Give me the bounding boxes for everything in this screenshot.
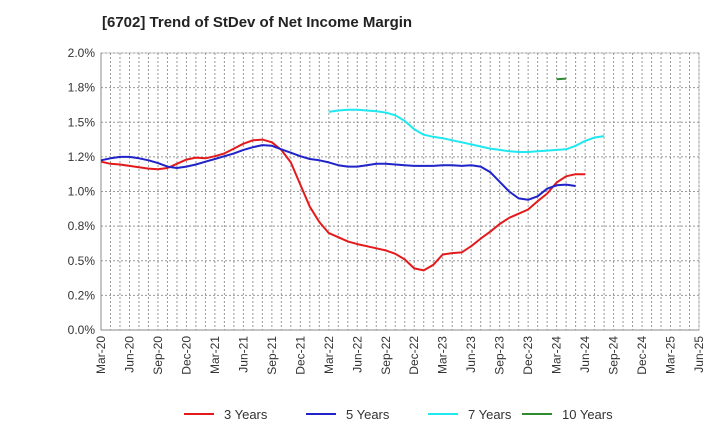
x-tick-label: Mar-22: [322, 336, 336, 374]
y-tick-label: 1.2%: [68, 150, 96, 164]
legend-label: 5 Years: [346, 407, 390, 422]
x-tick-label: Mar-21: [208, 336, 222, 374]
y-axis: 0.0% 0.2% 0.5% 0.8% 1.0% 1.2% 1.5% 1.8% 2.0%: [68, 46, 102, 337]
x-tick-label: Mar-23: [436, 336, 450, 374]
x-tick-label: Jun-23: [464, 336, 478, 373]
x-tick-label: Sep-21: [265, 336, 279, 375]
x-tick-label: Dec-20: [179, 336, 193, 375]
y-tick-label: 2.0%: [68, 46, 96, 60]
series-lines: [100, 77, 605, 272]
y-tick-label: 1.0%: [68, 185, 96, 199]
x-tick-label: Mar-25: [664, 336, 678, 374]
x-tick-label: Mar-20: [94, 336, 108, 374]
x-tick-label: Sep-24: [607, 336, 621, 375]
x-tick-label: Jun-21: [236, 336, 250, 373]
legend-label: 7 Years: [468, 407, 512, 422]
x-tick-label: Jun-25: [692, 336, 706, 373]
x-tick-label: Sep-22: [379, 336, 393, 375]
x-tick-label: Jun-22: [350, 336, 364, 373]
y-tick-label: 0.8%: [68, 219, 96, 233]
x-tick-label: Dec-23: [521, 336, 535, 375]
x-axis: Mar-20 Jun-20 Sep-20 Dec-20 Mar-21 Jun-21 Sep-…: [94, 329, 706, 375]
legend: 3 Years 5 Years 7 Years 10 Years: [184, 407, 613, 422]
x-tick-label: Jun-24: [578, 336, 592, 373]
y-tick-label: 1.5%: [68, 115, 96, 129]
legend-label: 3 Years: [224, 407, 268, 422]
x-tick-label: Dec-22: [407, 336, 421, 375]
y-tick-label: 0.2%: [68, 288, 96, 302]
legend-label: 10 Years: [562, 407, 613, 422]
y-tick-label: 1.8%: [68, 81, 96, 95]
x-tick-label: Jun-20: [122, 336, 136, 373]
x-tick-label: Dec-21: [293, 336, 307, 375]
y-tick-label: 0.5%: [68, 254, 96, 268]
series-line-4: [556, 77, 567, 81]
series-line-3: [328, 108, 605, 153]
x-tick-label: Sep-23: [493, 336, 507, 375]
y-tick-label: 0.0%: [68, 323, 96, 337]
series-line-1: [100, 138, 586, 272]
x-tick-label: Sep-20: [151, 336, 165, 375]
x-tick-label: Dec-24: [635, 336, 649, 375]
chart-title: [6702] Trend of StDev of Net Income Marg…: [102, 14, 413, 31]
series-line-2: [100, 144, 576, 201]
x-tick-label: Mar-24: [550, 336, 564, 374]
